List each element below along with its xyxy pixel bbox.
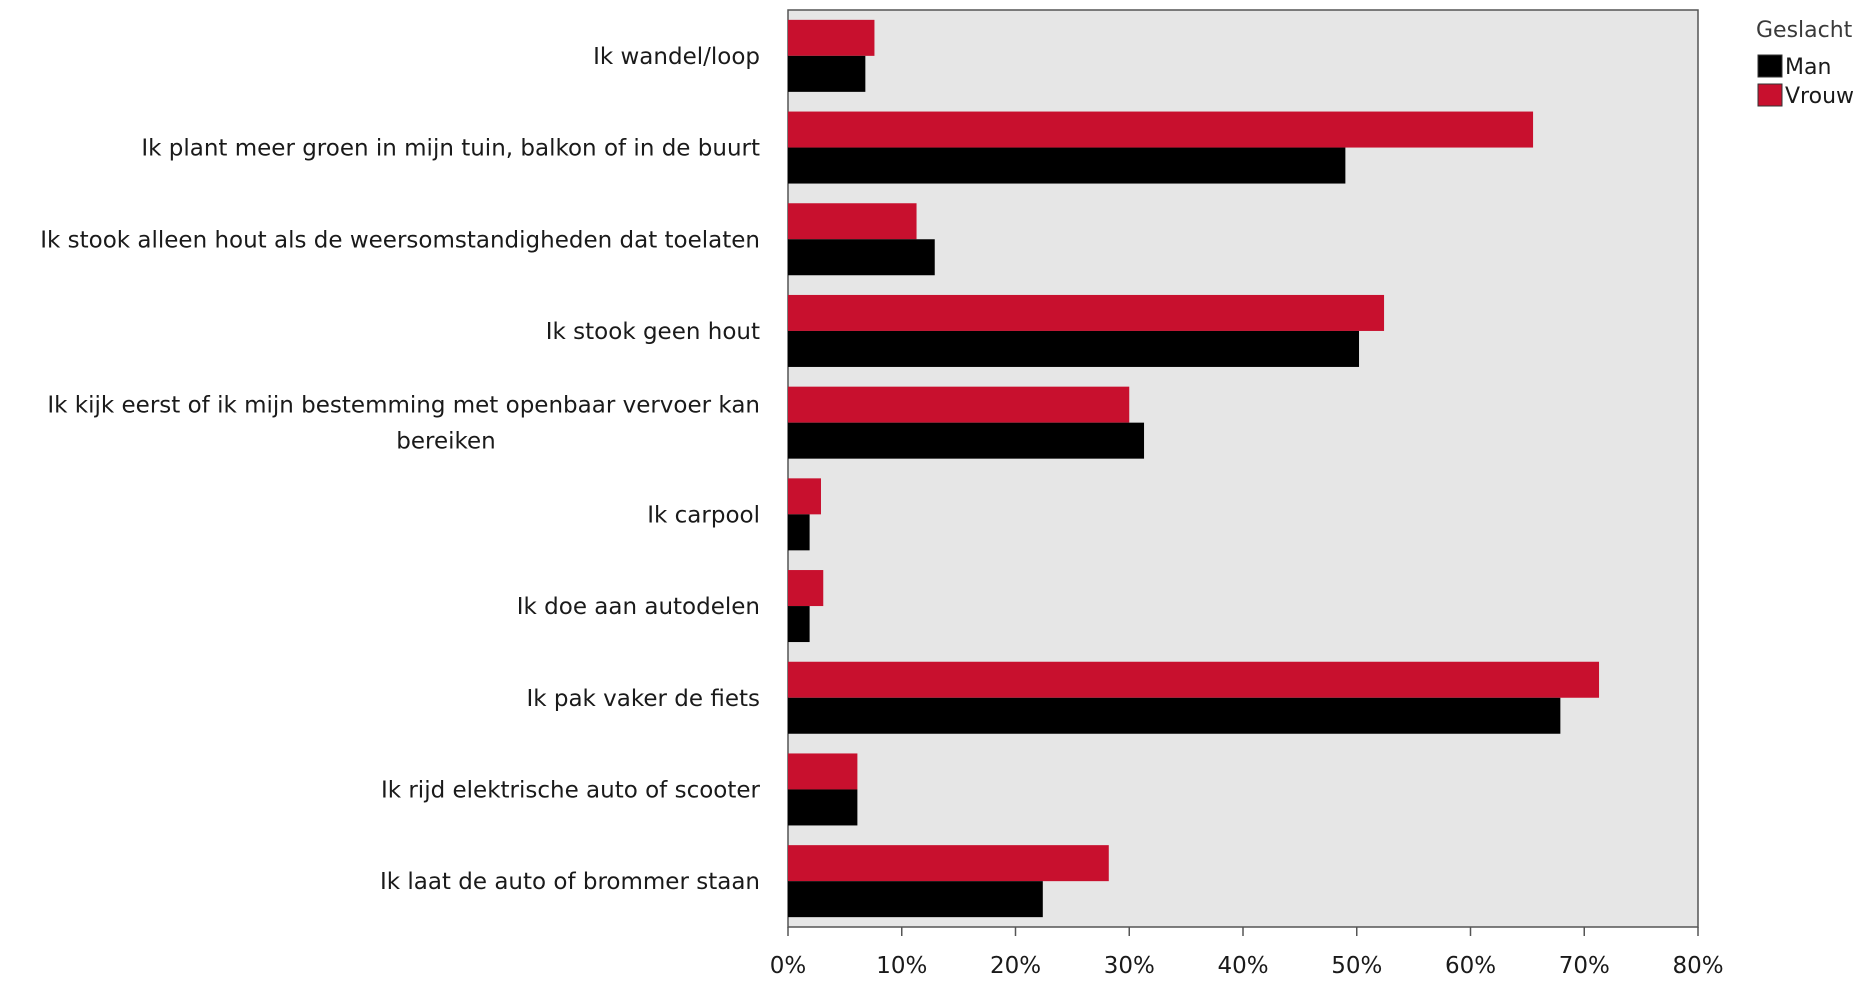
category-label-4-line-0: Ik kijk eerst of ik mijn bestemming met … — [47, 393, 760, 419]
x-axis: 0% 10% 20% 30% 40% 50% 60% 70% 80% — [770, 927, 1724, 979]
bar-man-9 — [788, 881, 1043, 918]
bar-vrouw-8 — [788, 753, 858, 790]
x-tick-label-0: 0% — [770, 953, 807, 979]
bar-vrouw-9 — [788, 845, 1109, 882]
category-label-3: Ik stook geen hout — [546, 319, 760, 345]
bar-man-7 — [788, 697, 1561, 734]
x-tick-label-5: 50% — [1331, 953, 1382, 979]
category-label-7: Ik pak vaker de fiets — [526, 686, 760, 712]
category-label-0: Ik wandel/loop — [593, 44, 760, 70]
bar-man-6 — [788, 606, 810, 643]
bar-man-1 — [788, 147, 1346, 184]
category-label-9: Ik laat de auto of brommer staan — [380, 869, 760, 895]
category-label-1: Ik plant meer groen in mijn tuin, balkon… — [141, 136, 760, 162]
x-tick-label-6: 60% — [1445, 953, 1496, 979]
bars-group — [788, 19, 1600, 918]
x-tick-label-8: 80% — [1672, 953, 1723, 979]
legend-swatch-vrouw — [1757, 83, 1783, 107]
legend-label-vrouw: Vrouw — [1785, 84, 1854, 109]
category-label-5: Ik carpool — [647, 502, 760, 528]
legend-title: Geslacht — [1756, 18, 1853, 43]
bar-vrouw-2 — [788, 203, 917, 240]
x-tick-label-1: 10% — [876, 953, 927, 979]
bar-vrouw-6 — [788, 570, 824, 607]
bar-man-3 — [788, 330, 1360, 367]
category-labels: Ik wandel/loop Ik plant meer groen in mij… — [40, 44, 760, 895]
bar-man-4 — [788, 422, 1145, 459]
category-label-6: Ik doe aan autodelen — [517, 594, 760, 620]
bar-vrouw-7 — [788, 661, 1600, 698]
x-tick-label-4: 40% — [1217, 953, 1268, 979]
bar-vrouw-0 — [788, 19, 875, 56]
legend: Geslacht Man Vrouw — [1756, 18, 1854, 109]
x-tick-label-7: 70% — [1559, 953, 1610, 979]
x-tick-label-3: 30% — [1104, 953, 1155, 979]
bar-vrouw-3 — [788, 294, 1385, 331]
bar-vrouw-5 — [788, 478, 821, 515]
bar-vrouw-1 — [788, 111, 1534, 148]
bar-man-5 — [788, 514, 810, 551]
bar-man-0 — [788, 55, 866, 92]
x-tick-label-2: 20% — [990, 953, 1041, 979]
legend-swatch-man — [1757, 54, 1783, 78]
category-label-4-line-1: bereiken — [396, 429, 495, 455]
category-label-8: Ik rijd elektrische auto of scooter — [381, 777, 761, 803]
bar-man-2 — [788, 239, 935, 276]
bar-vrouw-4 — [788, 386, 1130, 423]
legend-label-man: Man — [1785, 55, 1831, 80]
category-label-2: Ik stook alleen hout als de weersomstand… — [40, 227, 760, 253]
bar-man-8 — [788, 789, 858, 826]
